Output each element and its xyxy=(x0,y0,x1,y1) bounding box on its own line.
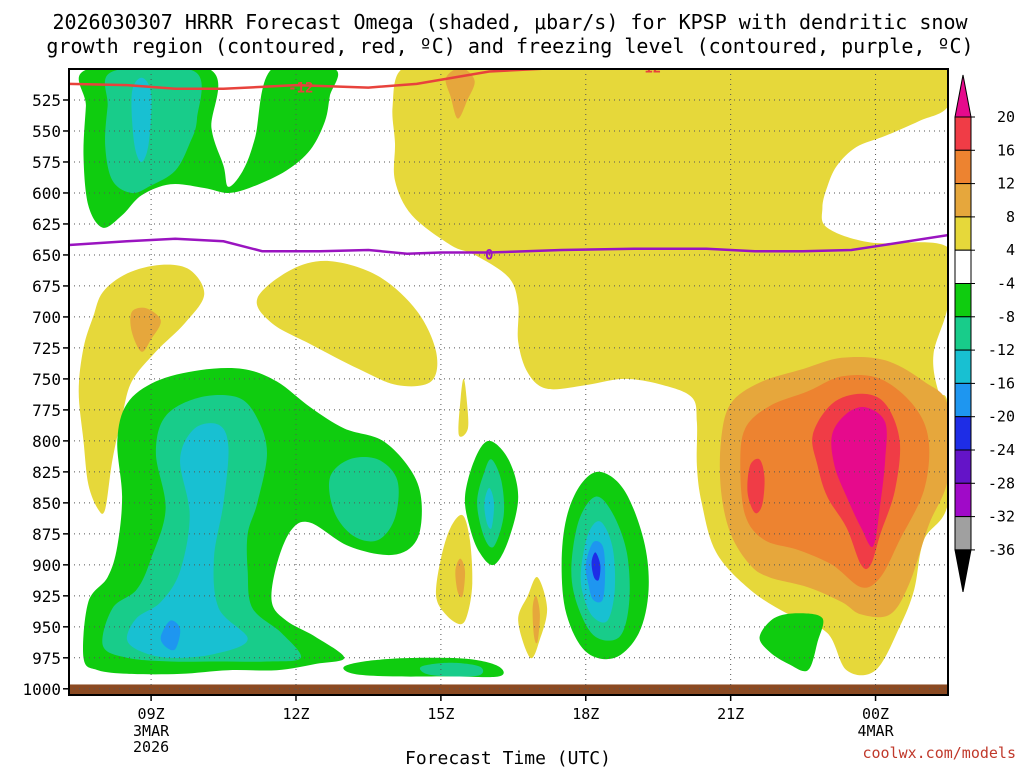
colorbar-band-13 xyxy=(954,516,972,551)
colorbar-band-10 xyxy=(954,416,972,451)
omega-region-26 xyxy=(484,488,495,529)
colorbar-label-9: -16 xyxy=(988,374,1015,392)
y-tick-label-675: 675 xyxy=(32,277,61,296)
colorbar-label-4: 8 xyxy=(1006,208,1015,226)
colorbar-label-12: -28 xyxy=(988,474,1015,492)
y-tick-label-1000: 1000 xyxy=(22,680,61,699)
colorbar-label-10: -20 xyxy=(988,408,1015,426)
omega-region-15 xyxy=(458,378,469,437)
y-tick-label-725: 725 xyxy=(32,339,61,358)
colorbar-label-1: 20 xyxy=(997,108,1015,126)
freezing-level-label: 0 xyxy=(485,248,493,264)
colorbar-label-14: -36 xyxy=(988,541,1015,559)
omega-region-3 xyxy=(78,264,205,514)
title-line-1: 2026030307 HRRR Forecast Omega (shaded, … xyxy=(52,10,968,34)
colorbar-band-8 xyxy=(954,349,972,384)
y-tick-label-975: 975 xyxy=(32,649,61,668)
colorbar-label-13: -32 xyxy=(988,508,1015,526)
omega-region-21 xyxy=(126,423,248,658)
ground-fill xyxy=(69,684,948,695)
omega-region-2 xyxy=(256,260,438,387)
x-tick-label-15Z: 15Z xyxy=(427,705,454,723)
omega-region-14 xyxy=(532,595,540,644)
colorbar: 20 16 12 8 4 -4 -8 -12 -16 -20 -24 -28 -32 -36 xyxy=(954,74,1015,592)
y-tick-label-575: 575 xyxy=(32,153,61,172)
colorbar-band-11 xyxy=(954,449,972,484)
colorbar-band-2 xyxy=(954,149,972,185)
y-tick-label-850: 850 xyxy=(32,494,61,513)
x-tick-date-00Z: 4MAR xyxy=(857,722,894,740)
colorbar-band-7 xyxy=(954,316,972,351)
omega-region-31 xyxy=(591,552,601,581)
omega-region-5 xyxy=(445,69,475,119)
temperature-contours: -12 -12 0 xyxy=(69,61,948,264)
x-tick-label-09Z: 09Z xyxy=(138,705,165,723)
y-tick-label-600: 600 xyxy=(32,184,61,203)
y-tick-label-800: 800 xyxy=(32,432,61,451)
omega-region-9 xyxy=(747,458,765,514)
dendritic-contour-line xyxy=(69,69,948,91)
omega-shading xyxy=(78,69,948,678)
colorbar-top-arrow xyxy=(954,74,972,118)
site-credit: coolwx.com/models xyxy=(862,744,1016,762)
colorbar-band-3 xyxy=(954,183,972,218)
omega-region-22 xyxy=(160,620,181,651)
colorbar-band-5 xyxy=(954,249,972,284)
y-tick-label-700: 700 xyxy=(32,308,61,327)
y-tick-label-925: 925 xyxy=(32,587,61,606)
y-tick-label-625: 625 xyxy=(32,215,61,234)
x-tick-label-00Z: 00Z xyxy=(862,705,889,723)
omega-region-13 xyxy=(518,576,548,659)
plot-frame xyxy=(68,68,949,696)
omega-region-4 xyxy=(130,307,161,352)
colorbar-band-1 xyxy=(954,116,972,151)
y-tick-label-950: 950 xyxy=(32,618,61,637)
colorbar-label-5: 4 xyxy=(1006,241,1015,259)
colorbar-band-4 xyxy=(954,216,972,251)
colorbar-label-8: -12 xyxy=(988,341,1015,359)
x-tick-year-09Z: 2026 xyxy=(133,738,169,756)
y-tick-label-775: 775 xyxy=(32,401,61,420)
y-tick-label-900: 900 xyxy=(32,556,61,575)
omega-region-10 xyxy=(831,407,887,547)
colorbar-label-2: 16 xyxy=(997,141,1015,159)
omega-region-23 xyxy=(328,457,399,542)
omega-region-18 xyxy=(131,77,152,162)
omega-region-33 xyxy=(419,662,484,677)
colorbar-label-6: -4 xyxy=(997,275,1015,293)
x-tick-label-12Z: 12Z xyxy=(282,705,309,723)
colorbar-band-6 xyxy=(954,283,972,318)
colorbar-band-12 xyxy=(954,482,972,518)
omega-region-34 xyxy=(759,613,824,672)
plot-area: -12 -12 0 525 550 575 600 625 650 675 700 725 750 77… xyxy=(22,61,949,756)
omega-region-11 xyxy=(435,514,473,625)
y-tick-label-875: 875 xyxy=(32,525,61,544)
x-axis-title: Forecast Time (UTC) xyxy=(405,748,611,768)
x-tick-label-21Z: 21Z xyxy=(717,705,744,723)
dendritic-contour-label-2: -12 xyxy=(636,61,661,77)
x-tick-label-18Z: 18Z xyxy=(572,705,599,723)
y-tick-label-825: 825 xyxy=(32,463,61,482)
dendritic-contour-label: -12 xyxy=(288,80,313,96)
y-tick-label-650: 650 xyxy=(32,246,61,265)
title-line-2: growth region (contoured, red, ºC) and f… xyxy=(46,34,973,58)
y-tick-label-525: 525 xyxy=(32,91,61,110)
freezing-level-line xyxy=(69,233,948,255)
colorbar-band-9 xyxy=(954,382,972,418)
ground-layer xyxy=(69,684,948,695)
y-tick-label-750: 750 xyxy=(32,370,61,389)
omega-region-12 xyxy=(455,558,466,598)
colorbar-label-3: 12 xyxy=(997,175,1015,193)
y-tick-label-550: 550 xyxy=(32,122,61,141)
colorbar-bottom-arrow xyxy=(954,549,972,592)
colorbar-label-7: -8 xyxy=(997,308,1015,326)
colorbar-label-11: -24 xyxy=(988,441,1015,459)
x-tick-date-09Z: 3MAR xyxy=(133,722,170,740)
y-axis: 525 550 575 600 625 650 675 700 725 750 775 800 825 8… xyxy=(22,91,69,699)
